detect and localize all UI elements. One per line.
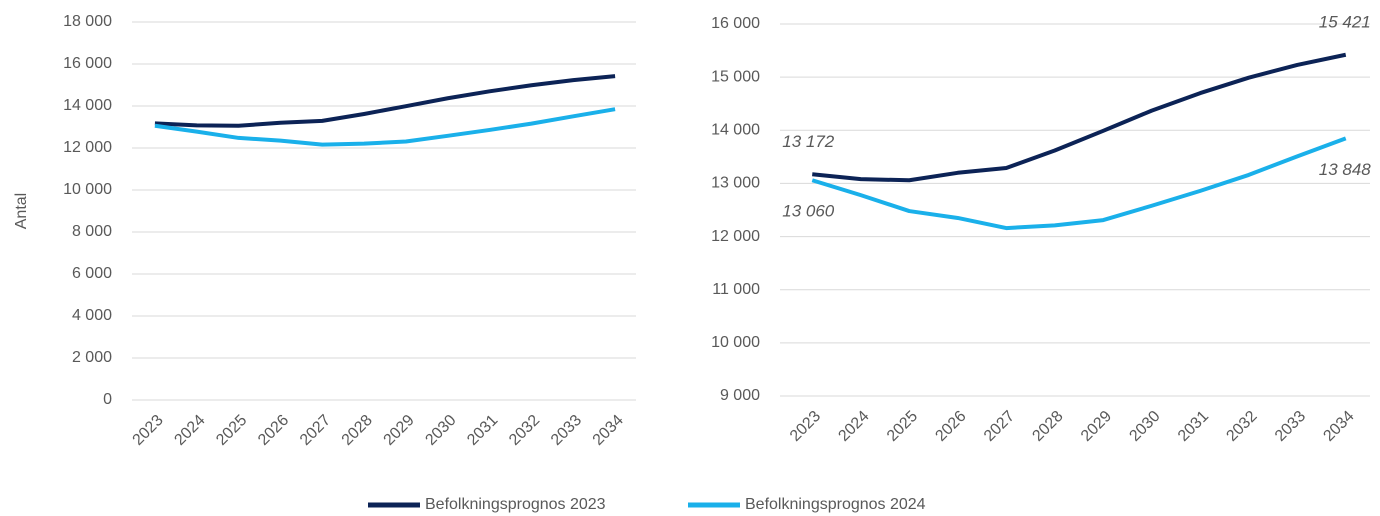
data-label: 13 172 xyxy=(782,132,835,151)
line xyxy=(812,52,1347,183)
y-tick-label: 2 000 xyxy=(72,349,112,366)
line xyxy=(154,107,616,147)
x-tick-label: 2032 xyxy=(506,412,543,449)
x-tick-label: 2033 xyxy=(548,412,585,449)
x-tick-label: 2031 xyxy=(464,412,501,449)
y-tick-label: 18 000 xyxy=(63,13,112,30)
y-tick-label: 15 000 xyxy=(711,68,760,85)
y-tick-label: 16 000 xyxy=(711,15,760,32)
x-tick-label: 2030 xyxy=(422,412,459,449)
y-tick-label: 0 xyxy=(103,391,112,408)
x-tick-label: 2023 xyxy=(787,408,824,445)
y-tick-label: 9 000 xyxy=(720,387,760,404)
data-label: 13 060 xyxy=(782,202,835,221)
y-tick-label: 14 000 xyxy=(63,97,112,114)
legend-label: Befolkningsprognos 2024 xyxy=(745,496,926,513)
x-tick-label: 2026 xyxy=(255,412,292,449)
y-tick-label: 14 000 xyxy=(711,122,760,139)
x-tick-label: 2024 xyxy=(171,412,208,449)
x-tick-label: 2034 xyxy=(1320,408,1357,445)
x-tick-label: 2033 xyxy=(1272,408,1309,445)
x-tick-label: 2024 xyxy=(835,408,872,445)
data-label: 15 421 xyxy=(1319,12,1371,31)
x-tick-label: 2030 xyxy=(1126,408,1163,445)
y-tick-label: 4 000 xyxy=(72,307,112,324)
y-tick-label: 12 000 xyxy=(63,139,112,156)
y-tick-label: 13 000 xyxy=(711,175,760,192)
y-tick-label: 10 000 xyxy=(63,181,112,198)
x-tick-label: 2025 xyxy=(213,412,250,449)
y-tick-label: 6 000 xyxy=(72,265,112,282)
x-tick-label: 2032 xyxy=(1223,408,1260,445)
line xyxy=(154,74,616,128)
x-tick-label: 2029 xyxy=(381,412,418,449)
x-tick-label: 2023 xyxy=(130,412,167,449)
x-tick-label: 2027 xyxy=(297,412,334,449)
x-tick-label: 2031 xyxy=(1175,408,1212,445)
x-tick-label: 2026 xyxy=(932,408,969,445)
x-tick-label: 2025 xyxy=(884,408,921,445)
y-tick-label: 11 000 xyxy=(712,281,760,298)
y-tick-label: 16 000 xyxy=(63,55,112,72)
x-tick-label: 2028 xyxy=(1029,408,1066,445)
x-tick-label: 2028 xyxy=(339,412,376,449)
x-tick-label: 2034 xyxy=(590,412,627,449)
legend-label: Befolkningsprognos 2023 xyxy=(425,496,606,513)
x-tick-label: 2029 xyxy=(1078,408,1115,445)
y-tick-label: 12 000 xyxy=(711,228,760,245)
line xyxy=(811,136,1347,231)
y-axis-label: Antal xyxy=(13,193,30,229)
data-label: 13 848 xyxy=(1319,160,1372,179)
x-tick-label: 2027 xyxy=(981,408,1018,445)
y-tick-label: 8 000 xyxy=(72,223,112,240)
y-tick-label: 10 000 xyxy=(711,334,760,351)
